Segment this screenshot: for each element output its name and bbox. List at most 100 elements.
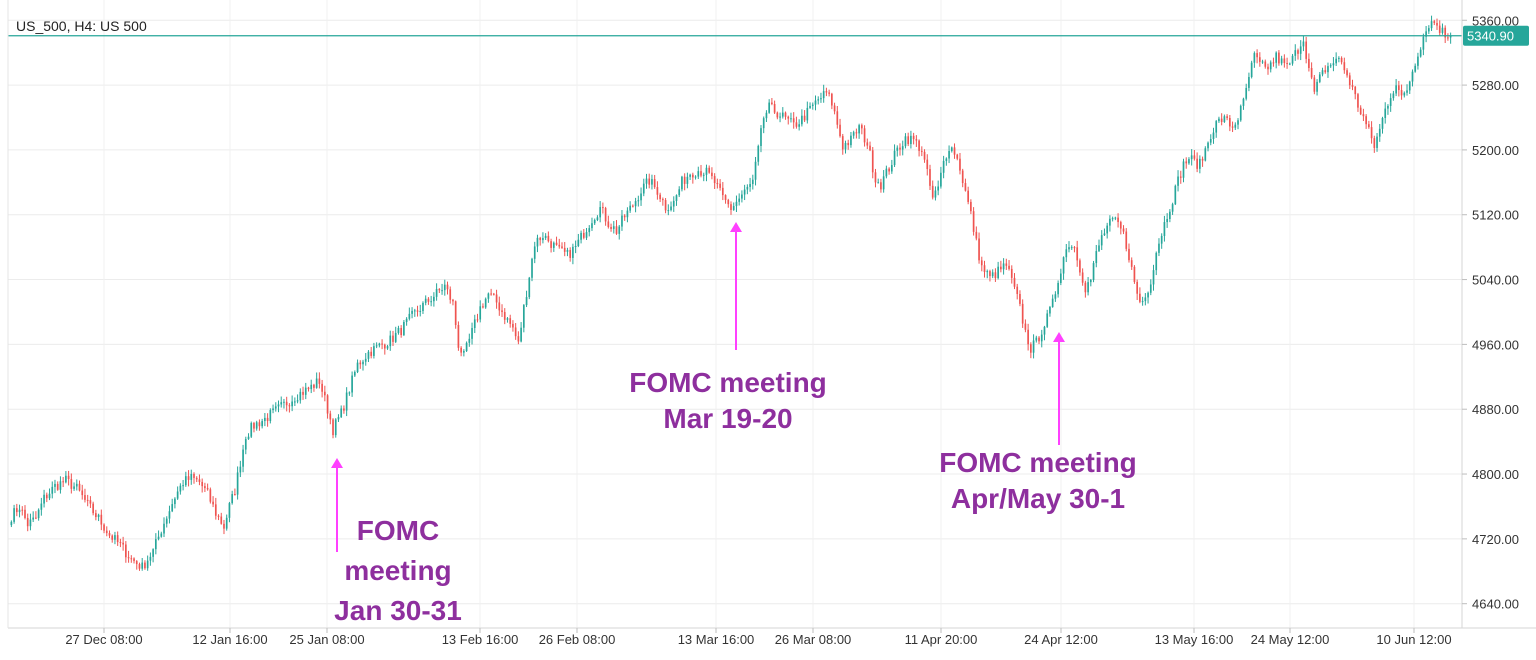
candle <box>956 153 959 161</box>
candle <box>1130 257 1133 270</box>
candle-body <box>732 206 735 210</box>
candle <box>1335 52 1337 66</box>
candle-body <box>1095 251 1098 264</box>
candle-body <box>274 406 277 409</box>
candle <box>206 483 209 491</box>
y-tick-label: 4960.00 <box>1472 337 1519 352</box>
candle <box>1250 60 1253 79</box>
candle <box>427 297 430 305</box>
candle-body <box>1160 235 1163 244</box>
candle <box>593 218 596 226</box>
candle-body <box>152 549 154 557</box>
candle-body <box>163 523 165 534</box>
candle-body <box>662 199 664 201</box>
candle <box>157 530 160 541</box>
candle-body <box>1079 260 1081 273</box>
candle-body <box>1111 218 1114 220</box>
candle-body <box>345 392 348 411</box>
candle-body <box>558 244 561 247</box>
candle-body <box>408 313 411 319</box>
candle <box>343 405 345 414</box>
candle-body <box>299 391 302 401</box>
candle <box>1278 50 1280 66</box>
candle-body <box>937 186 940 191</box>
candle-body <box>920 150 923 152</box>
candle-body <box>373 346 375 356</box>
candle <box>1368 120 1370 129</box>
candle-body <box>198 479 201 482</box>
candle <box>1387 104 1389 115</box>
candle <box>1199 155 1201 174</box>
candle <box>520 322 522 343</box>
candle <box>122 536 124 551</box>
candle-body <box>648 178 651 185</box>
candle <box>345 387 348 417</box>
candle-body <box>1073 247 1076 249</box>
candle <box>953 143 956 159</box>
candle-body <box>991 272 994 277</box>
candle <box>855 128 858 139</box>
candle <box>566 247 569 257</box>
candle-body <box>1267 66 1269 70</box>
candle-body <box>1215 121 1218 133</box>
x-tick-label: 13 Feb 16:00 <box>442 632 519 647</box>
candle <box>1008 260 1010 271</box>
candle <box>1182 158 1185 183</box>
candle <box>871 146 874 179</box>
candle-body <box>721 187 724 196</box>
candle-body <box>400 327 403 336</box>
candle <box>1065 243 1068 263</box>
candle <box>967 186 969 205</box>
candle-body <box>869 145 871 151</box>
candle <box>1076 240 1079 267</box>
candle-body <box>362 361 364 365</box>
candle <box>790 112 792 123</box>
candle-body <box>855 132 858 134</box>
candle <box>1223 114 1226 123</box>
candle <box>915 135 918 147</box>
candle-body <box>482 306 484 308</box>
candle-body <box>416 310 419 312</box>
candle-body <box>1248 76 1250 88</box>
candle <box>326 394 329 419</box>
candle-body <box>768 102 771 113</box>
candle-body <box>730 204 732 210</box>
candle-body <box>291 401 293 407</box>
candle-body <box>1144 297 1147 302</box>
candle <box>1318 71 1321 84</box>
candle <box>678 186 681 198</box>
candle-body <box>1054 294 1057 299</box>
candle-body <box>642 183 645 194</box>
candle <box>1013 273 1016 290</box>
candle <box>1179 170 1182 184</box>
candle-body <box>1378 128 1381 137</box>
candle-body <box>784 112 787 117</box>
candle-body <box>1433 21 1436 23</box>
candle-body <box>78 483 81 491</box>
candle <box>1046 309 1049 328</box>
candle-body <box>154 539 157 550</box>
candle <box>989 269 991 282</box>
candle-body <box>1147 292 1149 298</box>
candle-body <box>533 246 536 259</box>
candle <box>154 533 157 555</box>
candle-body <box>986 271 989 273</box>
candle <box>831 92 833 110</box>
candle <box>111 534 114 543</box>
candle <box>602 202 604 214</box>
candle-body <box>454 301 457 326</box>
candle-body <box>1414 65 1417 72</box>
candle-body <box>1449 35 1452 38</box>
candle <box>37 508 40 521</box>
candle <box>1005 258 1008 270</box>
candle-body <box>607 221 610 227</box>
candle <box>1389 93 1392 112</box>
candle <box>370 346 373 359</box>
candle-body <box>114 535 116 540</box>
candle-body <box>413 310 416 312</box>
candle <box>364 352 367 366</box>
candle-body <box>460 347 462 353</box>
candle-body <box>792 118 795 123</box>
candle-body <box>1024 323 1027 330</box>
candle-body <box>1346 70 1348 76</box>
